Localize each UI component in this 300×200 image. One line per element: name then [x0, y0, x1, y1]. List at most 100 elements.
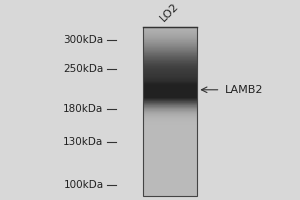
Bar — [142, 70, 196, 71]
Bar — [142, 136, 196, 137]
Bar — [142, 111, 196, 112]
Bar — [142, 194, 196, 195]
Bar — [142, 51, 196, 52]
Bar — [142, 58, 196, 59]
Bar — [142, 93, 196, 94]
Bar — [142, 92, 196, 93]
Bar — [142, 84, 196, 85]
Bar — [142, 28, 196, 29]
Bar — [142, 141, 196, 142]
Bar — [142, 74, 196, 75]
Bar — [142, 176, 196, 177]
Bar — [142, 110, 196, 111]
Bar — [142, 154, 196, 155]
Bar — [142, 97, 196, 98]
Bar — [142, 146, 196, 147]
Bar — [142, 93, 196, 94]
Bar — [142, 55, 196, 56]
Bar — [142, 106, 196, 107]
Bar — [142, 114, 196, 115]
Bar — [142, 159, 196, 160]
Bar — [142, 188, 196, 189]
Bar — [142, 123, 196, 124]
Bar — [142, 72, 196, 73]
Bar — [142, 37, 196, 38]
Bar — [142, 186, 196, 187]
Bar — [142, 85, 196, 86]
Bar — [142, 47, 196, 48]
Bar — [142, 76, 196, 77]
Bar — [142, 63, 196, 64]
Bar — [142, 84, 196, 85]
Bar — [142, 122, 196, 123]
Bar — [142, 78, 196, 79]
Bar — [142, 91, 196, 92]
Bar — [142, 35, 196, 36]
Bar — [142, 27, 196, 28]
Bar — [142, 97, 196, 98]
Bar — [142, 41, 196, 42]
Bar — [142, 158, 196, 159]
Bar — [142, 88, 196, 89]
Bar — [142, 138, 196, 139]
Bar — [142, 179, 196, 180]
Bar — [142, 143, 196, 144]
Bar — [142, 38, 196, 39]
Bar — [142, 52, 196, 53]
Bar — [142, 155, 196, 156]
Bar — [142, 166, 196, 167]
Bar — [142, 190, 196, 191]
Bar — [142, 113, 196, 114]
Bar — [142, 54, 196, 55]
Bar — [142, 182, 196, 183]
Bar — [142, 66, 196, 67]
Bar — [142, 178, 196, 179]
Bar — [142, 189, 196, 190]
Bar — [142, 46, 196, 47]
Bar — [142, 165, 196, 166]
Bar — [142, 180, 196, 181]
Bar — [142, 29, 196, 30]
Bar — [142, 158, 196, 159]
Bar — [142, 99, 196, 100]
Bar — [142, 59, 196, 60]
Bar — [142, 39, 196, 40]
Bar — [142, 195, 196, 196]
Bar — [142, 45, 196, 46]
Bar — [142, 90, 196, 91]
Bar — [142, 68, 196, 69]
Bar — [142, 151, 196, 152]
Bar — [142, 67, 196, 68]
Bar — [142, 193, 196, 194]
Bar — [142, 31, 196, 32]
Bar — [142, 115, 196, 116]
Bar — [142, 172, 196, 173]
Bar — [142, 80, 196, 81]
Bar — [142, 149, 196, 150]
Bar — [142, 89, 196, 90]
Bar — [142, 170, 196, 171]
Bar — [142, 140, 196, 141]
Bar — [142, 72, 196, 73]
Bar — [142, 132, 196, 133]
Bar — [142, 193, 196, 194]
Bar — [142, 62, 196, 63]
Bar — [142, 169, 196, 170]
Bar — [142, 137, 196, 138]
Bar — [142, 49, 196, 50]
Bar — [142, 127, 196, 128]
Bar — [142, 80, 196, 81]
Bar — [142, 33, 196, 34]
Bar — [142, 145, 196, 146]
Bar — [142, 85, 196, 86]
Bar — [142, 105, 196, 106]
Bar — [142, 173, 196, 174]
Bar — [142, 109, 196, 110]
Bar — [142, 81, 196, 82]
Bar — [142, 134, 196, 135]
Bar — [142, 83, 196, 84]
Bar — [142, 48, 196, 49]
Bar — [142, 174, 196, 175]
Bar — [142, 49, 196, 50]
Bar — [142, 148, 196, 149]
